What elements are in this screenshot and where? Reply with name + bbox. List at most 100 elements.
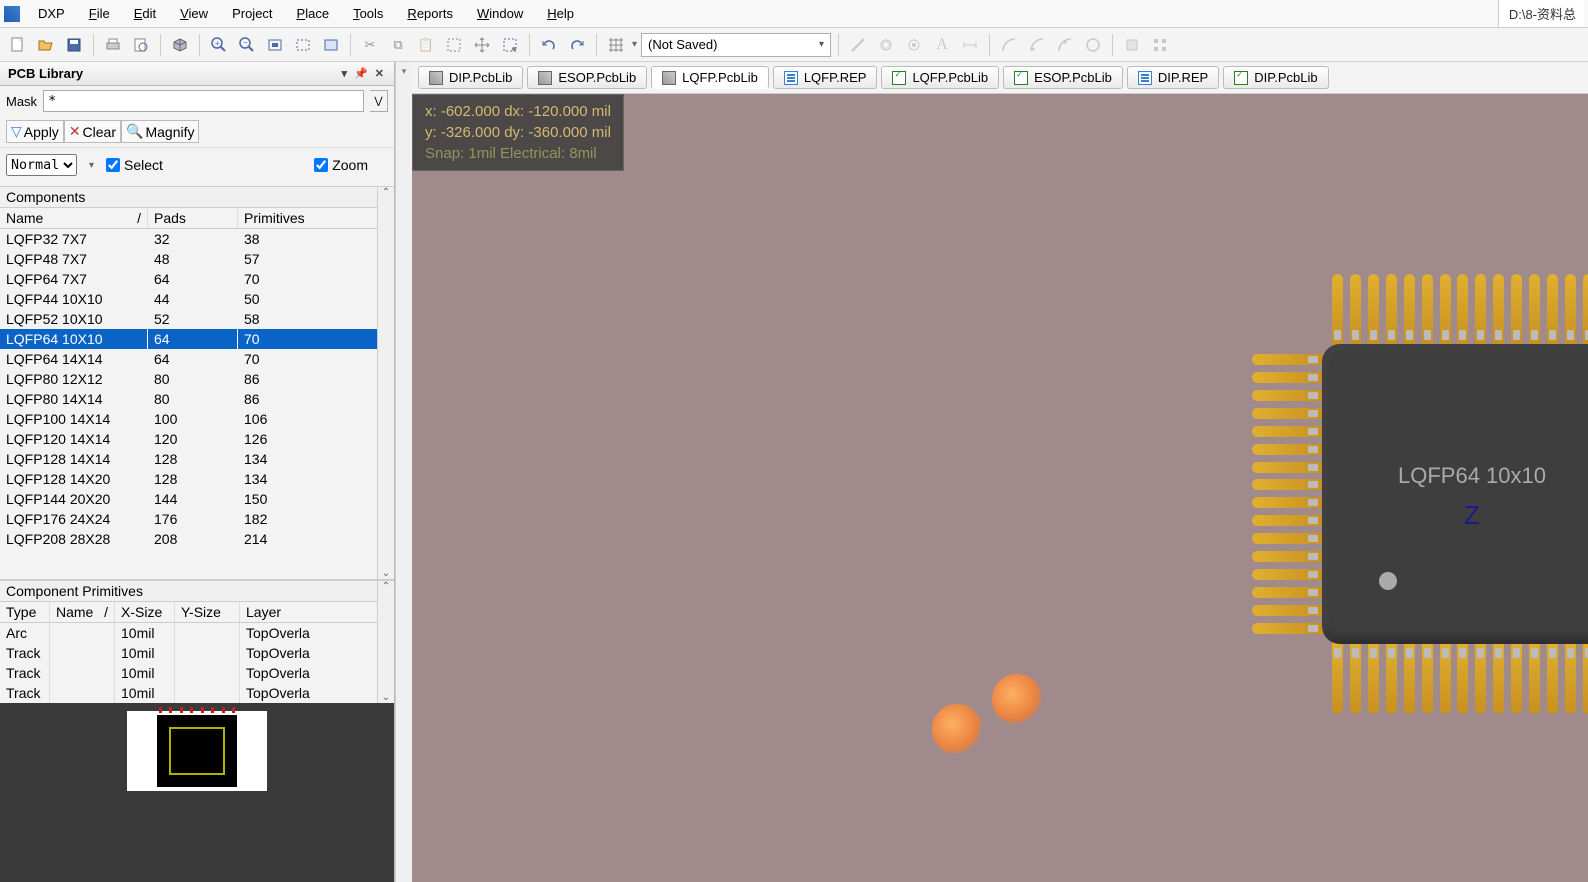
- savestate-combo[interactable]: (Not Saved): [641, 33, 831, 57]
- tb-via[interactable]: [902, 33, 926, 57]
- component-row[interactable]: LQFP80 12X128086: [0, 369, 394, 389]
- chip-pin[interactable]: [1252, 623, 1324, 634]
- tb-new[interactable]: [6, 33, 30, 57]
- tb-zoom-area[interactable]: [291, 33, 315, 57]
- chip-pin[interactable]: [1547, 642, 1558, 714]
- mask-dropdown[interactable]: ⋁: [370, 90, 388, 112]
- chip-pin[interactable]: [1252, 551, 1324, 562]
- menu-dxp[interactable]: DXP: [26, 6, 77, 21]
- chip-pin[interactable]: [1475, 274, 1486, 346]
- tb-move[interactable]: [470, 33, 494, 57]
- tab-esop-pcblib[interactable]: ESOP.PcbLib: [527, 66, 647, 89]
- chip-pin[interactable]: [1252, 408, 1324, 419]
- tb-grid-arrow[interactable]: ▾: [632, 39, 637, 50]
- chip-pin[interactable]: [1529, 274, 1540, 346]
- tb-pad[interactable]: [874, 33, 898, 57]
- panel-collapse-bar[interactable]: ▾: [395, 62, 412, 882]
- tb-open[interactable]: [34, 33, 58, 57]
- tb-preview[interactable]: [129, 33, 153, 57]
- chip-pin[interactable]: [1252, 533, 1324, 544]
- chip-pin[interactable]: [1475, 642, 1486, 714]
- tb-circle[interactable]: [1081, 33, 1105, 57]
- primitives-scrollbar[interactable]: ⌃⌄: [377, 581, 394, 703]
- tb-line[interactable]: [846, 33, 870, 57]
- chip-pin[interactable]: [1493, 274, 1504, 346]
- chip-pin[interactable]: [1252, 354, 1324, 365]
- clear-button[interactable]: ✕Clear: [64, 120, 121, 143]
- component-row[interactable]: LQFP144 20X20144150: [0, 489, 394, 509]
- menu-window[interactable]: Window: [465, 6, 535, 21]
- menu-reports[interactable]: Reports: [395, 6, 465, 21]
- tb-fill[interactable]: [1120, 33, 1144, 57]
- menu-place[interactable]: Place: [285, 6, 342, 21]
- primitive-row[interactable]: Track10milTopOverla: [0, 683, 394, 703]
- chip-pin[interactable]: [1332, 274, 1343, 346]
- components-scrollbar[interactable]: ⌃⌄: [377, 187, 394, 579]
- tab-dip-pcblib[interactable]: DIP.PcbLib: [1223, 66, 1328, 89]
- chip-pin[interactable]: [1457, 274, 1468, 346]
- tb-array[interactable]: [1148, 33, 1172, 57]
- chip-pin[interactable]: [1332, 642, 1343, 714]
- chip-pin[interactable]: [1252, 390, 1324, 401]
- component-row[interactable]: LQFP80 14X148086: [0, 389, 394, 409]
- component-row[interactable]: LQFP176 24X24176182: [0, 509, 394, 529]
- chip-pin[interactable]: [1529, 642, 1540, 714]
- component-row[interactable]: LQFP100 14X14100106: [0, 409, 394, 429]
- tb-sel-rect[interactable]: [442, 33, 466, 57]
- tb-arc2[interactable]: [1025, 33, 1049, 57]
- view-mode-select[interactable]: Normal: [6, 154, 77, 176]
- tb-zoom-fit[interactable]: [263, 33, 287, 57]
- tb-zoom-in[interactable]: +: [207, 33, 231, 57]
- tab-dip-pcblib[interactable]: DIP.PcbLib: [418, 66, 523, 89]
- chip-pin[interactable]: [1565, 274, 1576, 346]
- chip-pin[interactable]: [1252, 587, 1324, 598]
- tb-3d[interactable]: [168, 33, 192, 57]
- chip-pin[interactable]: [1252, 444, 1324, 455]
- component-row[interactable]: LQFP128 14X14128134: [0, 449, 394, 469]
- chip-pin[interactable]: [1511, 642, 1522, 714]
- menu-file[interactable]: File: [77, 6, 122, 21]
- col-name[interactable]: Name/: [0, 208, 148, 228]
- chip-pin[interactable]: [1404, 642, 1415, 714]
- component-row[interactable]: LQFP128 14X20128134: [0, 469, 394, 489]
- tb-zoom-sel[interactable]: [319, 33, 343, 57]
- chip-pin[interactable]: [1457, 642, 1468, 714]
- primitive-row[interactable]: Track10milTopOverla: [0, 643, 394, 663]
- chip-pin[interactable]: [1386, 642, 1397, 714]
- apply-button[interactable]: ▽Apply: [6, 120, 64, 143]
- col-layer[interactable]: Layer: [240, 602, 394, 622]
- tab-lqfp-pcblib[interactable]: LQFP.PcbLib: [651, 66, 769, 89]
- chip-pin[interactable]: [1404, 274, 1415, 346]
- mask-input[interactable]: [43, 90, 364, 112]
- chip-pin[interactable]: [1252, 569, 1324, 580]
- primitive-row[interactable]: Track10milTopOverla: [0, 663, 394, 683]
- tb-grid[interactable]: [604, 33, 628, 57]
- menu-view[interactable]: View: [168, 6, 220, 21]
- chip-pin[interactable]: [1252, 426, 1324, 437]
- col-pads[interactable]: Pads: [148, 208, 238, 228]
- chip-pin[interactable]: [1350, 274, 1361, 346]
- chip-pin[interactable]: [1252, 605, 1324, 616]
- chip-pin[interactable]: [1252, 479, 1324, 490]
- tab-dip-rep[interactable]: DIP.REP: [1127, 66, 1219, 89]
- component-row[interactable]: LQFP52 10X105258: [0, 309, 394, 329]
- chip-pin[interactable]: [1493, 642, 1504, 714]
- tb-arc3[interactable]: [1053, 33, 1077, 57]
- tb-paste[interactable]: 📋: [414, 33, 438, 57]
- select-checkbox[interactable]: Select: [106, 157, 163, 173]
- chip-pin[interactable]: [1368, 642, 1379, 714]
- tab-lqfp-pcblib[interactable]: LQFP.PcbLib: [881, 66, 999, 89]
- component-row[interactable]: LQFP64 7X76470: [0, 269, 394, 289]
- chip-pin[interactable]: [1422, 642, 1433, 714]
- zoom-checkbox[interactable]: Zoom: [314, 157, 368, 173]
- tb-save[interactable]: [62, 33, 86, 57]
- chip-pin[interactable]: [1511, 274, 1522, 346]
- menu-help[interactable]: Help: [535, 6, 586, 21]
- chip-pin[interactable]: [1440, 274, 1451, 346]
- chip-pin[interactable]: [1583, 274, 1588, 346]
- chip-pin[interactable]: [1583, 642, 1588, 714]
- component-row[interactable]: LQFP32 7X73238: [0, 229, 394, 249]
- col-xsize[interactable]: X-Size: [115, 602, 175, 622]
- tb-undo[interactable]: [537, 33, 561, 57]
- component-row[interactable]: LQFP208 28X28208214: [0, 529, 394, 549]
